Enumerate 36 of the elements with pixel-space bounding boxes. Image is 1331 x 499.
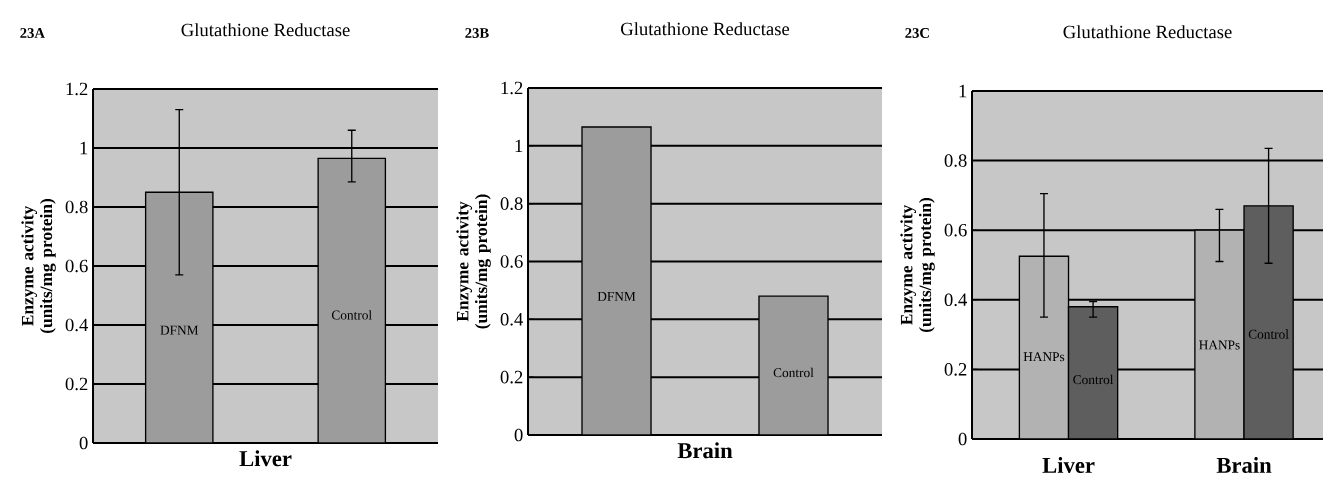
y-tick-label: 0 xyxy=(514,428,523,442)
y-tick-label: 0.6 xyxy=(65,259,88,273)
x-axis-title: Brain xyxy=(677,442,733,459)
y-tick-label: 0.4 xyxy=(944,293,968,307)
y-tick-label: 1.2 xyxy=(66,82,88,96)
y-tick-label: 0.6 xyxy=(500,255,523,268)
y-tick-label: 0.2 xyxy=(500,370,523,384)
y-axis-title: Enzyme activity (units/mg protein) xyxy=(456,194,491,329)
text: 23B xyxy=(465,28,489,38)
x-tick-label: DFNM xyxy=(160,325,199,335)
text: 23A xyxy=(20,28,45,38)
series-label: Control xyxy=(1073,374,1114,385)
y-tick-label: 0.8 xyxy=(500,197,523,210)
y-tick-label: 1.2 xyxy=(501,81,523,95)
x-tick-label: DFNM xyxy=(597,292,636,301)
y-tick-label: 0 xyxy=(958,432,967,446)
chart-title: Glutathione Reductase xyxy=(1063,25,1232,39)
y-tick-label: 1 xyxy=(80,141,88,155)
y-axis-title: Enzyme activity (units/mg protein) xyxy=(21,199,56,333)
y-tick-label: 0.2 xyxy=(65,377,88,391)
series-label: HANPs xyxy=(1199,340,1240,350)
y-tick-label: 0.8 xyxy=(65,200,88,214)
chart-title: Glutathione Reductase xyxy=(181,23,350,37)
text: 23C xyxy=(905,28,929,38)
text: HANPs xyxy=(1023,352,1065,362)
y-axis-title: Enzyme activity (units/mg protein) xyxy=(900,198,935,332)
y-tick-label: 0.4 xyxy=(65,318,89,332)
chart-title: Glutathione Reductase xyxy=(621,22,790,36)
y-tick-label: 0.6 xyxy=(944,223,967,237)
y-tick-label: 0.2 xyxy=(944,363,967,376)
y-tick-label: 0.4 xyxy=(500,312,524,326)
y-tick-label: 1 xyxy=(959,84,967,98)
y-tick-label: 0.8 xyxy=(944,154,967,167)
y-tick-label: 0 xyxy=(79,436,88,450)
text: Control xyxy=(1248,329,1289,339)
y-tick-label: 1 xyxy=(515,139,523,152)
